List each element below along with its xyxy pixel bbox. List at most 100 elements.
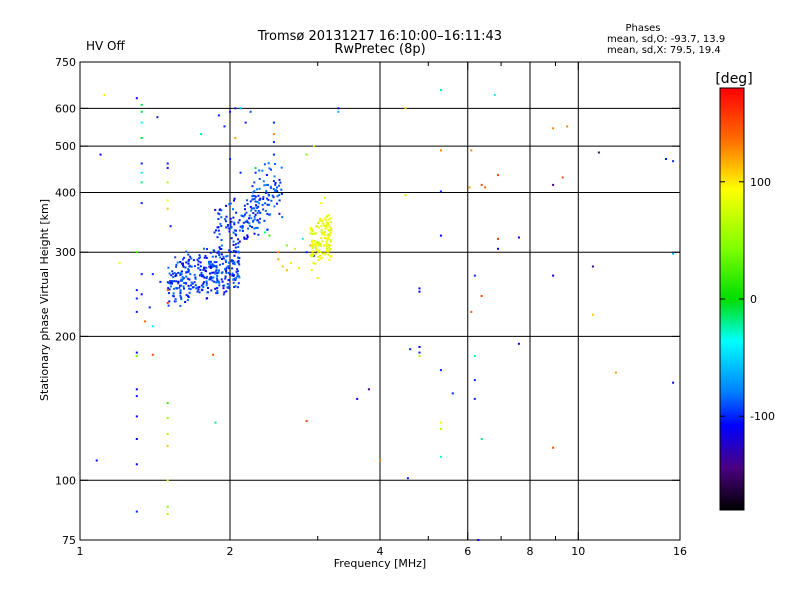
data-point — [269, 186, 272, 189]
data-point — [175, 280, 178, 283]
data-point — [243, 236, 246, 239]
data-point — [200, 271, 203, 274]
colorbar-tick-label: 0 — [750, 293, 757, 306]
data-point — [236, 275, 239, 278]
data-point — [321, 219, 324, 222]
data-point — [230, 260, 233, 263]
data-point — [312, 250, 315, 253]
data-point — [202, 286, 205, 288]
data-point — [212, 264, 215, 267]
data-point — [209, 272, 211, 275]
data-point — [253, 227, 256, 230]
data-point — [329, 231, 332, 234]
data-point — [267, 198, 270, 201]
colorbar-unit: [deg] — [715, 71, 752, 87]
data-point — [272, 121, 275, 124]
data-point — [439, 149, 442, 152]
data-point — [208, 262, 211, 265]
data-point — [480, 295, 483, 297]
data-point — [180, 273, 183, 276]
y-tick-label: 500 — [55, 140, 76, 153]
data-point — [212, 271, 215, 274]
data-point — [280, 188, 283, 191]
data-point — [200, 284, 203, 287]
data-point — [258, 169, 261, 172]
data-point — [274, 163, 276, 165]
data-point — [566, 125, 569, 128]
data-point — [317, 244, 320, 247]
data-point — [217, 280, 220, 283]
data-point — [173, 280, 176, 283]
data-point — [194, 265, 196, 268]
data-point — [272, 141, 275, 144]
data-point — [187, 253, 190, 256]
data-point — [236, 270, 239, 273]
data-point — [181, 279, 183, 282]
data-point — [249, 110, 252, 113]
data-point — [225, 255, 228, 258]
data-point — [256, 200, 259, 203]
data-point — [216, 279, 219, 282]
data-point — [230, 220, 233, 223]
data-point — [241, 227, 244, 230]
data-point — [166, 513, 169, 515]
data-point — [404, 107, 407, 110]
data-point — [258, 199, 261, 202]
data-point — [418, 287, 421, 290]
data-point — [224, 268, 227, 271]
data-point — [186, 299, 189, 302]
data-point — [243, 204, 246, 207]
data-point — [182, 265, 185, 268]
data-point — [418, 346, 421, 348]
data-point — [254, 209, 257, 212]
grid-lines — [80, 62, 680, 540]
data-point — [234, 278, 237, 281]
data-point — [179, 284, 182, 287]
data-point — [135, 251, 138, 254]
data-point — [249, 200, 252, 203]
data-point — [200, 133, 203, 136]
data-point — [135, 297, 138, 300]
data-point — [269, 185, 272, 188]
data-point — [233, 197, 236, 200]
data-point — [173, 287, 176, 290]
data-point — [179, 304, 182, 307]
data-point — [241, 215, 244, 218]
data-point — [326, 234, 329, 237]
data-point — [277, 251, 280, 254]
data-point — [166, 417, 169, 419]
data-point — [213, 280, 216, 283]
data-point — [310, 255, 313, 258]
data-point — [318, 249, 320, 252]
data-point — [182, 264, 184, 267]
data-point — [552, 183, 555, 186]
data-point — [200, 273, 203, 276]
data-point — [221, 280, 224, 283]
y-axis-label: Stationary phase Virtual Height [km] — [38, 199, 51, 401]
data-point — [204, 269, 207, 272]
data-point — [215, 261, 218, 264]
data-point — [143, 320, 146, 323]
data-point — [264, 202, 267, 205]
data-point — [321, 222, 324, 225]
data-point — [234, 250, 237, 253]
data-point — [250, 207, 253, 210]
data-point — [212, 353, 215, 356]
data-point — [255, 204, 258, 207]
data-point — [249, 205, 252, 208]
data-point — [193, 273, 196, 276]
chart-title: Tromsø 20131217 16:10:00–16:11:43 — [257, 29, 502, 44]
data-point — [220, 253, 223, 256]
data-point — [213, 250, 216, 252]
data-point — [239, 107, 242, 110]
data-point — [178, 286, 181, 289]
data-point — [170, 280, 173, 283]
data-point — [186, 295, 189, 297]
data-point — [262, 198, 265, 200]
data-point — [216, 272, 218, 275]
data-point — [281, 265, 284, 268]
data-point — [186, 277, 189, 280]
data-point — [252, 212, 255, 214]
data-point — [172, 295, 175, 298]
data-point — [317, 222, 320, 224]
